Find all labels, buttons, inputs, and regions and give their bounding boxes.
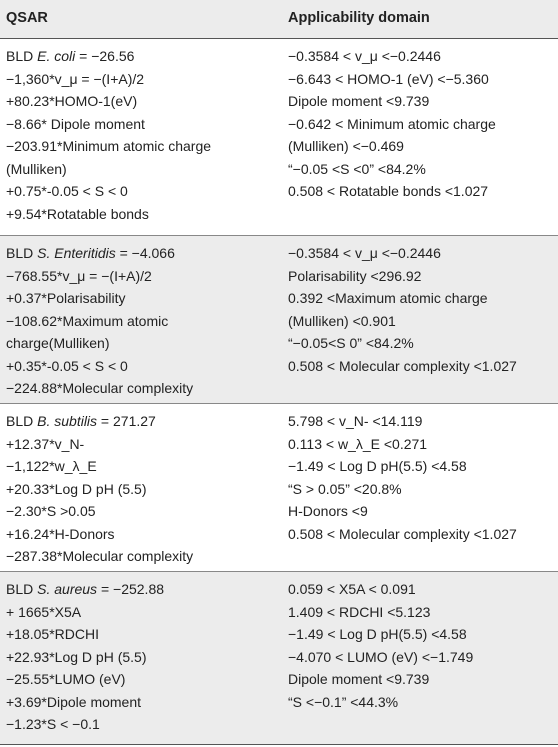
species-name: E. coli	[37, 48, 76, 64]
domain-cell: −0.3584 < v_μ <−0.2446 −6.643 < HOMO-1 (…	[288, 45, 496, 203]
qsar-term: −108.62*Maximum atomic	[6, 312, 169, 329]
qsar-term: −203.91*Minimum atomic charge	[6, 138, 212, 154]
group-title: BLD S. aureus = −252.88	[6, 581, 165, 597]
domain-term: “S <−0.1” <44.3%	[288, 693, 399, 710]
domain-cell: −0.3584 < v_μ <−0.2446 Polarisability <2…	[288, 242, 517, 377]
domain-term: “−0.05<S 0” <84.2%	[288, 335, 414, 351]
domain-term: 0.508 < Rotatable bonds <1.027	[288, 183, 489, 199]
group-title: BLD E. coli = −26.56	[6, 48, 135, 64]
qsar-term: +12.37*v_N-	[6, 435, 85, 452]
domain-term: −0.642 < Minimum atomic charge	[288, 115, 496, 132]
domain-term: Dipole moment <9.739	[288, 93, 430, 109]
domain-term: “−0.05 <S <0” <84.2%	[288, 160, 426, 177]
qsar-term: (Mulliken)	[6, 160, 67, 177]
domain-cell: 0.059 < X5A < 0.091 1.409 < RDCHI <5.123…	[288, 578, 473, 713]
domain-cell: 5.798 < v_N- <14.119 0.113 < w_λ_E <0.27…	[288, 410, 517, 545]
domain-term: 0.059 < X5A < 0.091	[288, 581, 416, 597]
qsar-term: −1.23*S < −0.1	[6, 716, 100, 732]
qsar-term: −224.88*Molecular complexity	[6, 380, 194, 396]
qsar-cell: BLD S. Enteritidis = −4.066 −768.55*v_μ …	[6, 242, 193, 400]
qsar-term: + 1665*X5A	[6, 603, 82, 620]
domain-term: −0.3584 < v_μ <−0.2446	[288, 48, 441, 64]
qsar-term: +16.24*H-Donors	[6, 525, 115, 542]
table-row-b-subtilis: BLD B. subtilis = 271.27 +12.37*v_N- −1,…	[0, 404, 558, 572]
domain-term: 0.392 <Maximum atomic charge	[288, 290, 488, 306]
qsar-term: charge(Mulliken)	[6, 335, 110, 351]
domain-term: 5.798 < v_N- <14.119	[288, 413, 423, 429]
qsar-term: −25.55*LUMO (eV)	[6, 671, 126, 687]
domain-term: −6.643 < HOMO-1 (eV) <−5.360	[288, 70, 489, 87]
domain-term: H-Donors <9	[288, 503, 368, 519]
qsar-term: +0.75*-0.05 < S < 0	[6, 183, 128, 199]
domain-term: (Mulliken) <−0.469	[288, 138, 404, 154]
qsar-cell: BLD S. aureus = −252.88 + 1665*X5A +18.0…	[6, 578, 164, 736]
qsar-term: +22.93*Log D pH (5.5)	[6, 648, 147, 665]
header-qsar: QSAR	[6, 10, 48, 26]
qsar-term: +18.05*RDCHI	[6, 626, 99, 642]
domain-term: Polarisability <296.92	[288, 267, 422, 284]
qsar-term: +9.54*Rotatable bonds	[6, 205, 149, 222]
domain-term: 1.409 < RDCHI <5.123	[288, 603, 431, 620]
qsar-term: −2.30*S >0.05	[6, 503, 96, 519]
qsar-term: +0.37*Polarisability	[6, 290, 126, 306]
qsar-term: −1,122*w_λ_E	[6, 458, 97, 474]
domain-term: −1.49 < Log D pH(5.5) <4.58	[288, 626, 467, 642]
domain-term: Dipole moment <9.739	[288, 671, 430, 687]
qsar-term: +0.35*-0.05 < S < 0	[6, 357, 128, 374]
domain-term: −4.070 < LUMO (eV) <−1.749	[288, 648, 474, 665]
group-title: BLD S. Enteritidis = −4.066	[6, 245, 175, 261]
group-title: BLD B. subtilis = 271.27	[6, 413, 156, 429]
table-row-s-aureus: BLD S. aureus = −252.88 + 1665*X5A +18.0…	[0, 572, 558, 745]
qsar-term: −768.55*v_μ = −(I+A)/2	[6, 267, 152, 284]
table-header: QSAR Applicability domain	[0, 0, 558, 39]
qsar-term: +80.23*HOMO-1(eV)	[6, 93, 138, 109]
table-row-s-enteritidis: BLD S. Enteritidis = −4.066 −768.55*v_μ …	[0, 236, 558, 404]
species-name: S. Enteritidis	[37, 245, 116, 261]
species-name: S. aureus	[37, 581, 98, 597]
domain-term: −1.49 < Log D pH(5.5) <4.58	[288, 458, 467, 474]
qsar-term: +20.33*Log D pH (5.5)	[6, 480, 147, 497]
domain-term: −0.3584 < v_μ <−0.2446	[288, 245, 441, 261]
domain-term: (Mulliken) <0.901	[288, 312, 396, 329]
species-name: B. subtilis	[37, 413, 98, 429]
header-applicability-domain: Applicability domain	[288, 10, 430, 26]
qsar-cell: BLD E. coli = −26.56 −1,360*v_μ = −(I+A)…	[6, 45, 211, 225]
qsar-term: −8.66* Dipole moment	[6, 115, 145, 132]
qsar-term: −1,360*v_μ = −(I+A)/2	[6, 70, 145, 87]
qsar-term: +3.69*Dipole moment	[6, 693, 142, 710]
qsar-term: −287.38*Molecular complexity	[6, 548, 194, 564]
qsar-cell: BLD B. subtilis = 271.27 +12.37*v_N- −1,…	[6, 410, 193, 568]
domain-term: “S > 0.05” <20.8%	[288, 480, 402, 497]
domain-term: 0.113 < w_λ_E <0.271	[288, 435, 428, 452]
domain-term: 0.508 < Molecular complexity <1.027	[288, 357, 517, 374]
table-row-e-coli: BLD E. coli = −26.56 −1,360*v_μ = −(I+A)…	[0, 39, 558, 236]
domain-term: 0.508 < Molecular complexity <1.027	[288, 525, 517, 542]
